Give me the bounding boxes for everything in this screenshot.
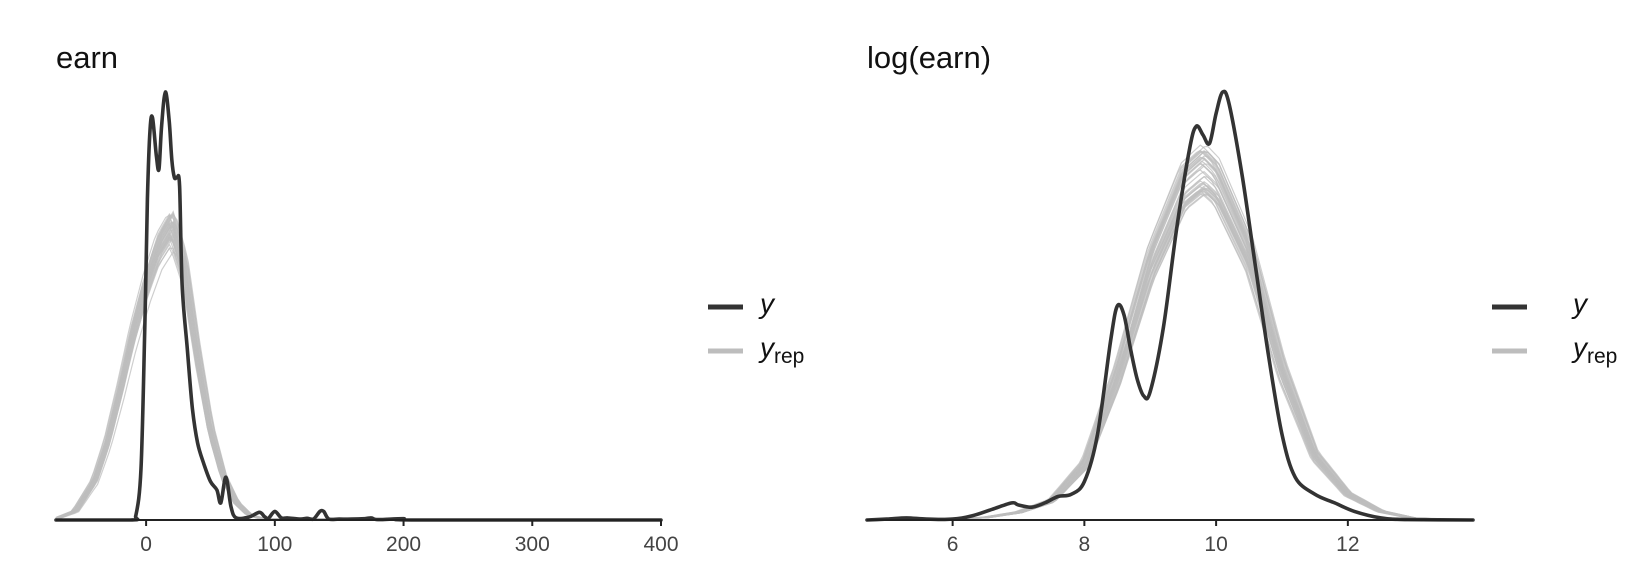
x-tick-label-earn: 300 [515, 533, 550, 556]
legend-log-earn: y yrep [1492, 288, 1617, 368]
x-axis-log-earn: 6 8 10 12 [867, 519, 1473, 556]
panel-earn: earn 0 100 200 300 400 y yrep [54, 40, 804, 556]
x-tick-label-log-earn: 8 [1079, 533, 1091, 556]
x-tick-label-log-earn: 6 [947, 533, 959, 556]
x-axis-earn: 0 100 200 300 400 [56, 519, 679, 556]
x-tick-label-earn: 200 [386, 533, 421, 556]
x-tick-label-earn: 400 [643, 533, 678, 556]
panel-log-earn: log(earn) 6 8 10 12 y yrep [865, 40, 1617, 556]
panel-title-log-earn: log(earn) [867, 40, 991, 75]
yrep-draw-log-earn [867, 150, 1474, 521]
yrep-draw-log-earn [867, 193, 1474, 521]
yrep-draw-log-earn [867, 189, 1474, 521]
legend-label-y-log-earn: y [1571, 288, 1589, 319]
yrep-draw-log-earn [867, 181, 1474, 521]
yrep-draw-log-earn [867, 176, 1474, 521]
x-tick-label-log-earn: 10 [1204, 533, 1227, 556]
legend-earn: y yrep [708, 288, 804, 368]
panel-title-earn: earn [56, 40, 118, 75]
legend-label-y-earn: y [758, 288, 776, 319]
x-tick-label-earn: 0 [140, 533, 152, 556]
y-line-earn [54, 90, 663, 522]
yrep-draw-log-earn [867, 158, 1474, 521]
y-curve-earn [54, 90, 663, 522]
y-line-log-earn [865, 89, 1475, 522]
yrep-lines-log-earn [866, 144, 1474, 521]
legend-label-yrep-log-earn: yrep [1571, 332, 1617, 368]
x-tick-label-log-earn: 12 [1336, 533, 1359, 556]
legend-label-yrep-earn: yrep [758, 332, 804, 368]
x-tick-label-earn: 100 [257, 533, 292, 556]
y-curve-log-earn [865, 89, 1475, 522]
yrep-draw-log-earn [867, 159, 1474, 521]
